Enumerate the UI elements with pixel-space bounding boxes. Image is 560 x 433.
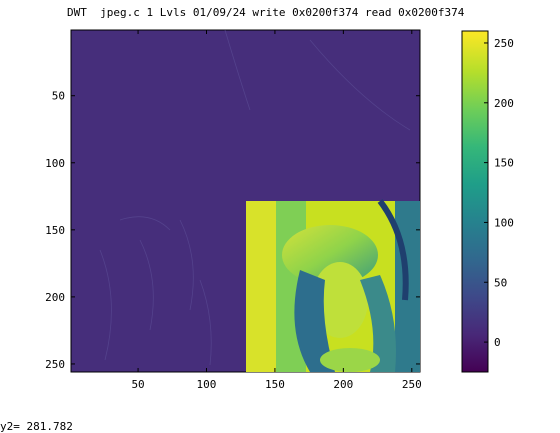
x-tick-label: 250 [402, 378, 422, 391]
colorbar: 0 50 100 150 200 250 [461, 30, 514, 373]
dwt-image [70, 29, 421, 373]
x-axis: 50 100 150 200 250 [131, 30, 422, 391]
colorbar-tick-label: 150 [494, 157, 514, 170]
cursor-readout: y2= 281.782 [0, 420, 73, 433]
x-tick-label: 150 [265, 378, 285, 391]
y-axis: 50 100 150 200 250 [45, 90, 420, 371]
x-tick-label: 200 [333, 378, 353, 391]
x-tick-label: 100 [197, 378, 217, 391]
y-tick-label: 50 [52, 90, 65, 103]
x-tick-label: 50 [131, 378, 144, 391]
colorbar-tick-label: 200 [494, 97, 514, 110]
colorbar-tick-label: 250 [494, 37, 514, 50]
colorbar-tick-label: 100 [494, 216, 514, 229]
y-tick-label: 100 [45, 157, 65, 170]
y-tick-label: 150 [45, 224, 65, 237]
y-tick-label: 250 [45, 358, 65, 371]
colorbar-tick-label: 0 [494, 336, 501, 349]
detail-coefficients [99, 29, 411, 366]
y-tick-label: 200 [45, 291, 65, 304]
colorbar-tick-label: 50 [494, 276, 507, 289]
figure-title: DWT jpeg.c 1 Lvls 01/09/24 write 0x0200f… [67, 6, 465, 19]
ll-subband [246, 199, 420, 372]
